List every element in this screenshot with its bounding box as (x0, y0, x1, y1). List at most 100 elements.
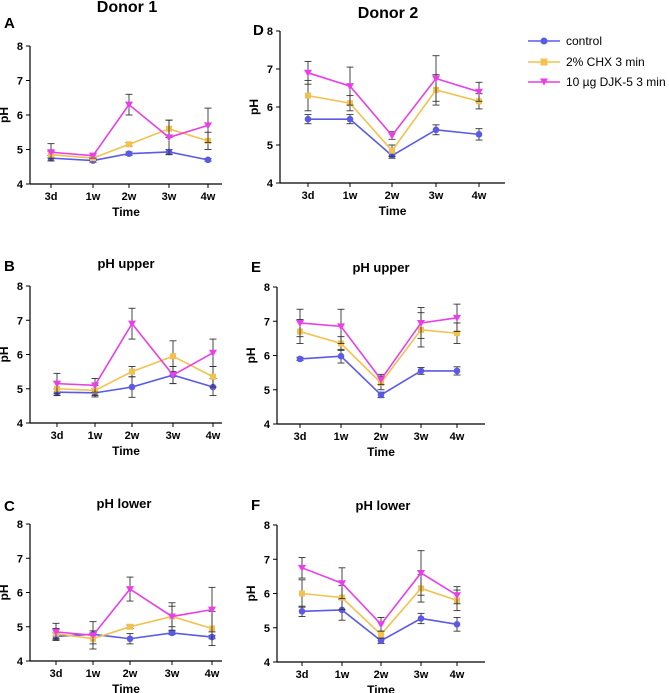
data-point (210, 373, 216, 380)
panels: A 4 5 6 7 8 3d 1w 2w 3w 4w Time pH D 4 5 6 7 8 3d 1w 2w 3w 4w Ti… (0, 15, 505, 693)
data-point (126, 635, 134, 643)
legend-item-chx: 2% CHX 3 min (528, 55, 645, 69)
panel-letter: B (4, 258, 15, 275)
y-tick-label: 7 (17, 315, 23, 327)
data-point (127, 623, 133, 630)
series-10-g-djk-5-3-min (298, 550, 461, 632)
x-tick-label: 4w (201, 191, 216, 203)
legend-item-djk5: 10 µg DJK-5 3 min (528, 75, 666, 89)
data-point (305, 92, 311, 99)
x-tick-label: 1w (334, 431, 349, 443)
data-point (168, 613, 176, 621)
data-point (53, 380, 61, 388)
data-point (304, 115, 312, 123)
y-tick-label: 5 (17, 145, 23, 157)
data-point (346, 83, 354, 91)
column-title-donor2: Donor 2 (358, 5, 419, 22)
data-point (298, 608, 306, 615)
legend-marker-triangle (540, 78, 548, 86)
x-axis-label: Time (367, 683, 395, 693)
series-10-g-djk-5-3-min (52, 576, 216, 650)
series-line (50, 103, 209, 157)
data-point (89, 632, 97, 640)
x-tick-label: 3d (45, 191, 58, 203)
y-tick-label: 7 (264, 554, 270, 566)
data-point (389, 147, 395, 154)
x-tick-label: 1w (86, 191, 101, 203)
data-point (168, 629, 176, 637)
y-tick-label: 6 (264, 589, 270, 601)
data-point (304, 69, 312, 77)
y-axis-label: pH (0, 585, 11, 601)
data-point (204, 156, 212, 164)
data-point (454, 330, 460, 337)
data-point (129, 368, 135, 375)
y-tick-label: 7 (17, 553, 23, 565)
x-tick-label: 4w (206, 430, 221, 442)
data-point (91, 382, 99, 390)
x-axis-label: Time (112, 205, 140, 219)
x-axis-label: Time (112, 444, 140, 458)
y-tick-label: 8 (17, 281, 23, 293)
x-tick-label: 2w (123, 668, 138, 680)
data-point (417, 569, 425, 577)
y-tick-label: 4 (17, 418, 24, 430)
data-point (432, 75, 440, 83)
series-line (301, 587, 458, 636)
data-point (453, 592, 461, 600)
y-tick-label: 8 (264, 520, 270, 532)
legend-label: control (566, 34, 602, 48)
x-tick-label: 3d (302, 190, 315, 202)
y-tick-label: 6 (264, 351, 270, 363)
data-point (378, 631, 384, 638)
data-point (388, 132, 396, 140)
series-10-g-djk-5-3-min (296, 303, 461, 386)
y-tick-label: 4 (17, 179, 24, 191)
series-line (307, 88, 480, 152)
data-point (377, 391, 385, 399)
series-line (307, 72, 480, 137)
x-tick-label: 3w (162, 191, 177, 203)
x-tick-label: 3d (294, 431, 307, 443)
y-tick-label: 8 (17, 41, 23, 53)
y-tick-label: 4 (264, 419, 271, 431)
x-tick-label: 2w (125, 430, 140, 442)
y-axis-label: pH (244, 348, 258, 364)
x-tick-label: 3d (296, 669, 309, 681)
series-2-chx-3-min (304, 74, 483, 157)
panel-letter: E (251, 259, 261, 276)
data-point (126, 586, 134, 594)
y-tick-label: 5 (264, 623, 270, 635)
data-point (170, 353, 176, 360)
data-point (126, 141, 132, 148)
y-tick-label: 6 (17, 350, 23, 362)
x-tick-label: 1w (88, 430, 103, 442)
data-point (432, 126, 440, 134)
series-10-g-djk-5-3-min (47, 93, 212, 162)
y-tick-label: 5 (17, 384, 23, 396)
panel-letter: F (251, 497, 260, 514)
y-tick-label: 6 (17, 588, 23, 600)
y-tick-label: 8 (17, 519, 23, 531)
x-axis-label: Time (367, 445, 395, 459)
x-tick-label: 3w (165, 668, 180, 680)
y-axis-label: pH (244, 586, 258, 602)
y-tick-label: 7 (264, 316, 270, 328)
data-point (125, 101, 133, 109)
legend: control 2% CHX 3 min 10 µg DJK-5 3 min (528, 34, 666, 89)
series-line (55, 588, 213, 637)
x-tick-label: 4w (450, 431, 465, 443)
data-point (417, 367, 425, 375)
panel-title: pH upper (352, 260, 409, 275)
y-axis-label: pH (247, 99, 261, 115)
y-tick-label: 7 (267, 64, 273, 76)
series-10-g-djk-5-3-min (304, 55, 483, 140)
x-tick-label: 3d (51, 430, 64, 442)
panel-letter: C (4, 498, 15, 515)
x-tick-label: 1w (335, 669, 350, 681)
data-point (296, 319, 304, 327)
panel-d: D 4 5 6 7 8 3d 1w 2w 3w 4w Time pH (247, 22, 505, 218)
